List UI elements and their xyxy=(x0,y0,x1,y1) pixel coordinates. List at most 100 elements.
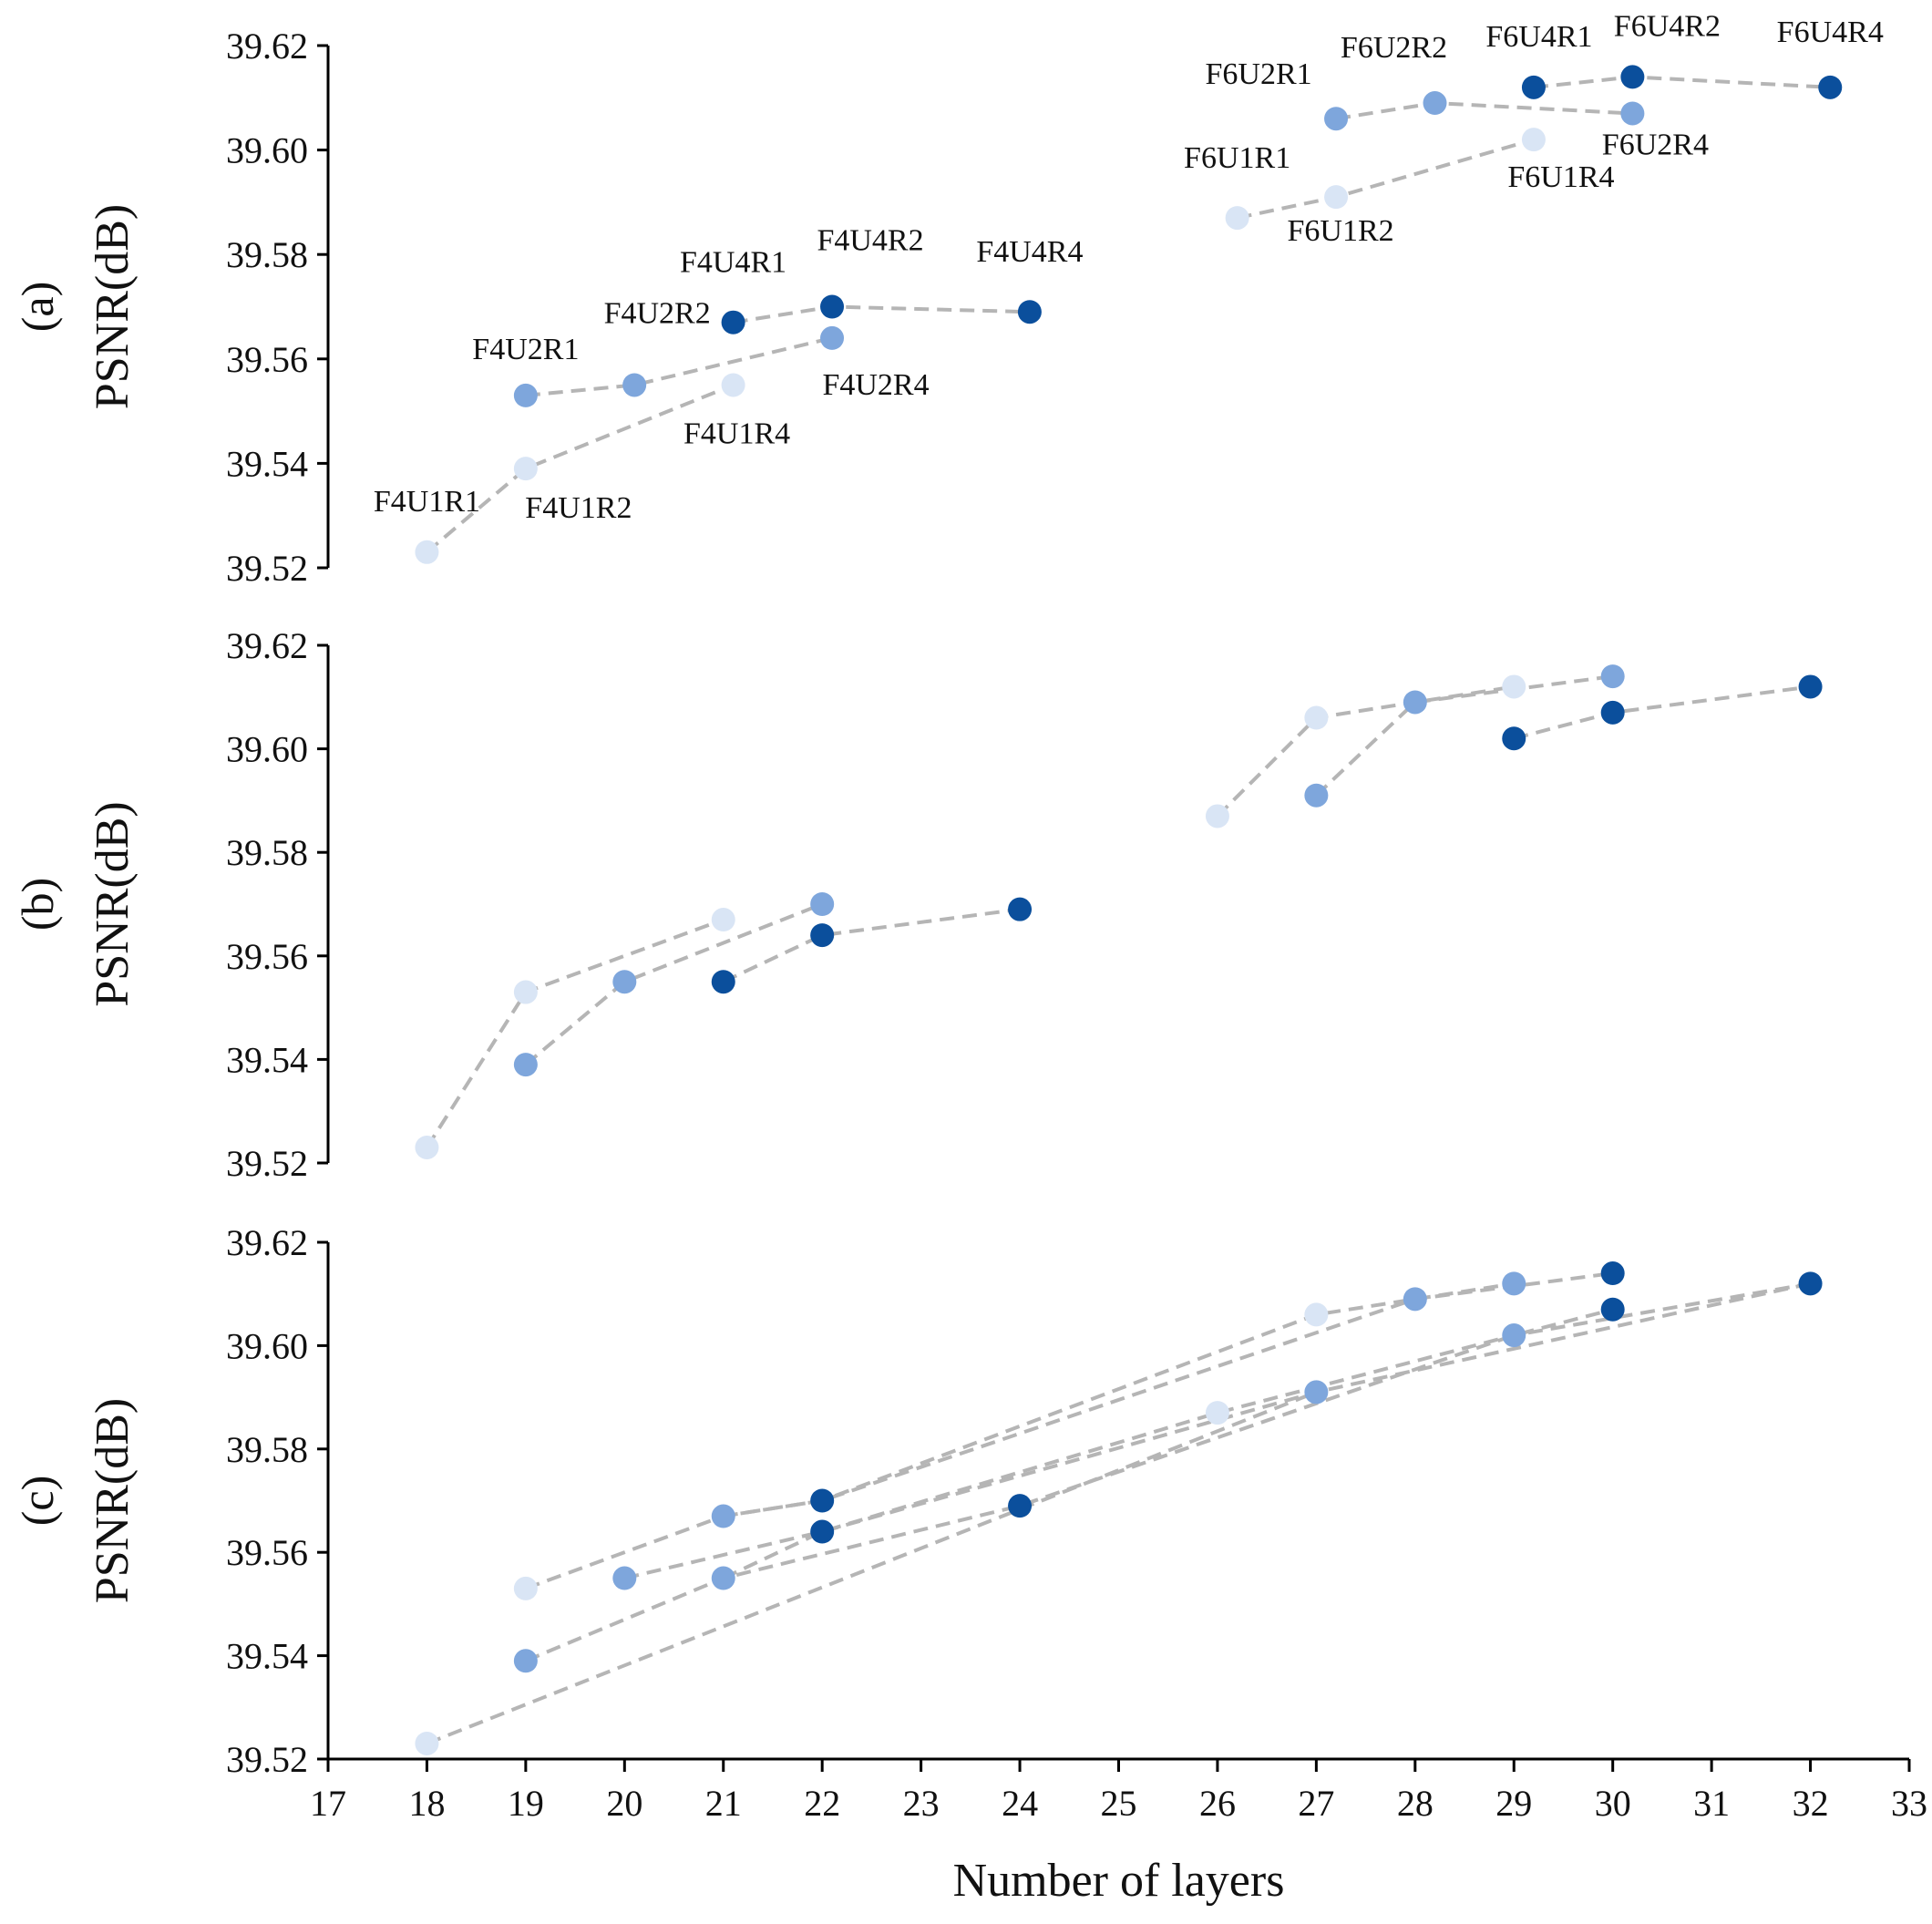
point-label: F6U2R1 xyxy=(1205,57,1311,91)
y-tick-label: 39.58 xyxy=(226,1429,308,1470)
panel-1: 39.52 39.54 39.56 39.58 39.60 39.62 PSNR(dB) (a… xyxy=(12,9,1884,589)
series-line-2 xyxy=(525,335,833,397)
x-tick-label: 29 xyxy=(1495,1783,1532,1824)
y-tick-label: 39.62 xyxy=(226,1222,308,1263)
y-axis-title: PSNR(dB) xyxy=(87,801,139,1006)
data-point xyxy=(612,1566,637,1590)
y-tick-label: 39.52 xyxy=(226,1739,308,1780)
x-tick-label: 26 xyxy=(1199,1783,1236,1824)
data-point xyxy=(513,1576,538,1600)
data-point xyxy=(1798,674,1823,699)
data-point xyxy=(810,1488,835,1513)
series-line-4 xyxy=(1216,684,1515,818)
y-tick-label: 39.58 xyxy=(226,832,308,873)
y-tick-label: 39.58 xyxy=(226,234,308,275)
series-line-2 xyxy=(524,902,823,1066)
x-tick-label: 32 xyxy=(1793,1783,1829,1824)
y-tick-label: 39.60 xyxy=(226,729,308,770)
data-point xyxy=(1008,1494,1033,1518)
x-tick-label: 33 xyxy=(1891,1783,1927,1824)
data-point xyxy=(513,457,538,481)
data-point xyxy=(513,1649,538,1673)
panel-tag: (c) xyxy=(12,1476,63,1527)
point-label: F6U1R1 xyxy=(1184,141,1290,175)
y-tick-label: 39.52 xyxy=(226,1143,308,1184)
panel-tag: (b) xyxy=(12,878,63,931)
data-point xyxy=(1502,726,1526,751)
point-label: F6U4R4 xyxy=(1777,15,1884,49)
y-tick-label: 39.54 xyxy=(226,1636,308,1677)
x-tick-label: 22 xyxy=(804,1783,840,1824)
y-tick-label: 39.56 xyxy=(226,339,308,380)
chart-panels: 39.52 39.54 39.56 39.58 39.60 39.62 PSNR(dB) (a… xyxy=(12,9,1927,1907)
point-label: F6U1R4 xyxy=(1507,160,1614,194)
data-point xyxy=(415,540,439,564)
point-label: F4U2R4 xyxy=(822,368,929,402)
point-label: F6U4R1 xyxy=(1485,20,1592,54)
series-line-3 xyxy=(722,907,1021,984)
x-tick-label: 21 xyxy=(705,1783,742,1824)
x-tick-label: 19 xyxy=(508,1783,544,1824)
point-label: F6U4R2 xyxy=(1614,9,1721,43)
point-label: F6U2R2 xyxy=(1341,31,1447,65)
x-tick-label: 23 xyxy=(903,1783,940,1824)
y-tick-label: 39.62 xyxy=(226,26,308,67)
panel-2: 39.52 39.54 39.56 39.58 39.60 39.62 PSNR(dB) (b… xyxy=(12,625,1823,1184)
data-point xyxy=(810,892,835,916)
data-point xyxy=(1502,1323,1526,1348)
y-tick-label: 39.54 xyxy=(226,1039,308,1080)
data-point xyxy=(1798,1271,1823,1296)
data-point xyxy=(1324,107,1349,131)
data-point xyxy=(810,1519,835,1544)
point-label: F4U1R4 xyxy=(683,417,790,450)
data-point xyxy=(1205,804,1229,828)
data-point xyxy=(820,325,845,350)
data-point xyxy=(415,1731,439,1755)
panel-3: 39.52 39.54 39.56 39.58 39.60 39.62 17 18 19 20 21… xyxy=(12,1222,1927,1907)
y-axis-title: PSNR(dB) xyxy=(87,204,139,409)
series-line-1 xyxy=(426,383,735,554)
series-line-4 xyxy=(623,1281,1811,1580)
y-tick-label: 39.60 xyxy=(226,1325,308,1366)
series-line-5 xyxy=(723,1281,1515,1518)
data-point xyxy=(721,373,745,397)
data-point xyxy=(1502,674,1526,699)
data-point xyxy=(513,383,538,407)
data-point xyxy=(1304,1302,1329,1327)
data-point xyxy=(1600,1261,1625,1286)
data-point xyxy=(1620,101,1645,126)
x-tick-label: 30 xyxy=(1595,1783,1631,1824)
x-tick-label: 17 xyxy=(310,1783,346,1824)
point-label: F6U2R4 xyxy=(1602,128,1709,161)
series-line-6 xyxy=(1533,75,1831,89)
data-point xyxy=(820,294,845,319)
data-point xyxy=(1017,300,1042,324)
x-tick-label: 20 xyxy=(606,1783,642,1824)
x-tick-label: 31 xyxy=(1693,1783,1730,1824)
point-label: F4U2R1 xyxy=(472,333,579,366)
data-point xyxy=(1620,65,1645,89)
x-tick-label: 18 xyxy=(408,1783,445,1824)
x-tick-label: 24 xyxy=(1002,1783,1038,1824)
data-point xyxy=(1600,1297,1625,1322)
data-point xyxy=(513,1053,538,1077)
series-line-1 xyxy=(425,918,724,1149)
data-point xyxy=(1225,206,1249,231)
point-label: F4U1R1 xyxy=(374,485,480,519)
data-point xyxy=(513,980,538,1004)
data-point xyxy=(1521,128,1546,152)
data-point xyxy=(810,923,835,948)
data-point xyxy=(1205,1401,1229,1425)
data-point xyxy=(1521,75,1546,99)
data-point xyxy=(721,310,745,334)
y-tick-label: 39.56 xyxy=(226,1532,308,1573)
point-label: F4U4R1 xyxy=(680,246,786,280)
y-tick-label: 39.56 xyxy=(226,936,308,977)
series-line-3 xyxy=(525,1271,1613,1590)
data-point xyxy=(711,1566,735,1590)
data-point xyxy=(415,1135,439,1159)
data-point xyxy=(1403,1287,1427,1312)
panel-tag: (a) xyxy=(12,282,63,333)
series-line-1 xyxy=(426,1390,1318,1745)
